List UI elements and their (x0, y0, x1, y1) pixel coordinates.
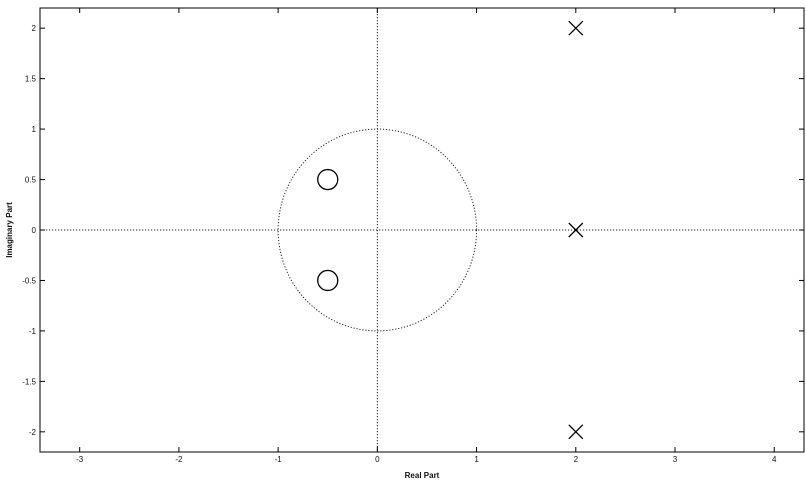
y-tick-label: -2 (29, 428, 37, 437)
y-tick-label: 0.5 (25, 176, 37, 185)
axes-layer (39, 7, 805, 453)
x-tick-label: 1 (474, 455, 479, 464)
y-tick-label: 0 (32, 226, 37, 235)
pole-marker (568, 20, 584, 36)
x-axis-label: Real Part (405, 471, 440, 480)
zero-marker (317, 168, 339, 191)
x-tick-label: -3 (76, 455, 84, 464)
x-tick-label: 3 (673, 455, 678, 464)
y-tick-label: -1 (29, 327, 37, 336)
x-tick-label: 2 (574, 455, 579, 464)
zero-marker (317, 269, 339, 292)
x-tick-label: -2 (175, 455, 183, 464)
x-tick-label: -1 (275, 455, 283, 464)
pole-marker (568, 424, 584, 440)
x-tick-label: 4 (772, 455, 777, 464)
pole-marker (568, 222, 584, 238)
y-tick-label: -1.5 (22, 377, 36, 386)
y-axis-label: Imaginary Part (5, 202, 14, 258)
unit-circle (277, 128, 478, 332)
ticks-layer: -3 -2 -1 0 1 2 3 4 2 1.5 1 0.5 0 -0.5 -1 -1.5 -2 (22, 8, 804, 464)
marks-layer (317, 20, 584, 440)
y-tick-label: 1 (32, 125, 37, 134)
y-tick-label: -0.5 (22, 276, 36, 285)
y-tick-label: 2 (32, 24, 37, 33)
y-tick-label: 1.5 (25, 75, 37, 84)
x-tick-label: 0 (375, 455, 380, 464)
